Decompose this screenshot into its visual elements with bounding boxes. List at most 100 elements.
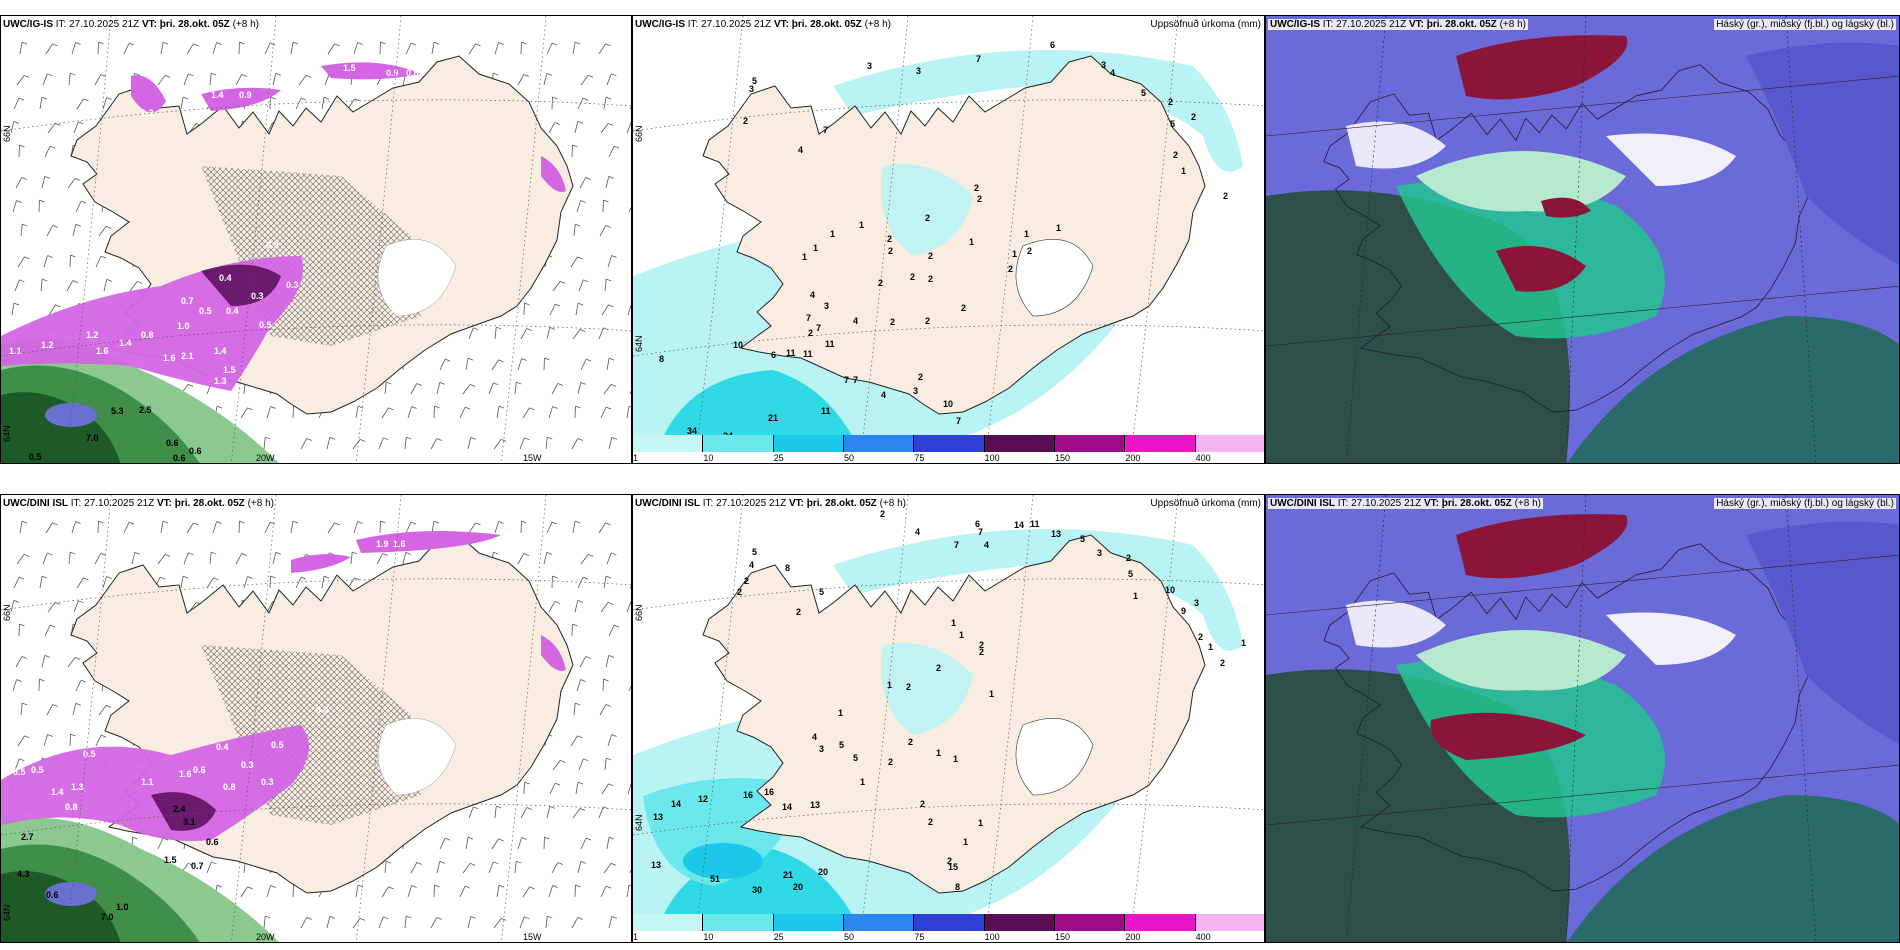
wind-barb-tick bbox=[577, 256, 583, 260]
snow-strip-north bbox=[356, 531, 501, 553]
accum-value-label: 1 bbox=[813, 243, 818, 253]
wind-barb bbox=[43, 734, 48, 747]
grid-line bbox=[1266, 764, 1899, 826]
precip-value-label: 1.5 bbox=[164, 855, 177, 865]
precip-north-arc bbox=[833, 50, 1243, 172]
wind-barb bbox=[606, 358, 610, 371]
map-canvas[interactable]: 0.5 0.51.4 1.30.81.11.6 0.60.80.40.30.30.50… bbox=[1, 495, 632, 943]
wind-barb-tick bbox=[21, 177, 27, 180]
accum-value-label: 3 bbox=[824, 301, 829, 311]
wind-barb-tick bbox=[608, 304, 614, 308]
wind-barb bbox=[576, 200, 581, 213]
accum-value-label: 2 bbox=[744, 576, 749, 586]
wind-barb bbox=[264, 42, 271, 55]
wind-barb bbox=[235, 553, 243, 565]
accum-value-label: 4 bbox=[798, 145, 803, 155]
wind-barb-tick bbox=[587, 553, 594, 557]
wind-barb bbox=[551, 862, 559, 874]
wind-barb bbox=[300, 438, 308, 450]
wind-barb-tick bbox=[323, 575, 330, 579]
wind-barb bbox=[355, 406, 359, 419]
wind-barb bbox=[407, 406, 412, 419]
wind-barb-tick bbox=[270, 96, 276, 100]
cloud-low-dark-se bbox=[1567, 795, 1899, 942]
wind-barb-tick bbox=[574, 41, 581, 45]
wind-barb-tick bbox=[546, 72, 552, 76]
valid-prefix: VT: bbox=[773, 19, 789, 30]
wind-barb-tick bbox=[605, 885, 612, 889]
accum-value-label: 11 bbox=[803, 349, 813, 359]
wind-barb-tick bbox=[239, 520, 245, 524]
wind-barb bbox=[11, 303, 15, 316]
wind-barb-tick bbox=[521, 837, 527, 840]
wind-barb-tick bbox=[524, 302, 530, 306]
wind-barb-tick bbox=[585, 358, 592, 362]
wind-barb-tick bbox=[357, 521, 363, 524]
accum-value-label: 11 bbox=[825, 339, 835, 349]
precip-value-label: 0.5 bbox=[199, 306, 212, 316]
accum-value-label: 2 bbox=[910, 272, 915, 282]
wind-barb-tick bbox=[628, 884, 631, 887]
wind-barb bbox=[574, 600, 579, 613]
wind-barb-tick bbox=[433, 520, 440, 524]
wind-barb-tick bbox=[554, 122, 560, 125]
wind-barb-tick bbox=[611, 915, 617, 919]
wind-barb-tick bbox=[498, 359, 504, 363]
wind-barb-tick bbox=[70, 551, 76, 555]
wind-barb-tick bbox=[469, 862, 476, 866]
wind-barb bbox=[43, 255, 48, 268]
wind-barb-tick bbox=[39, 199, 45, 203]
accum-value-label: 7 bbox=[816, 323, 821, 333]
wind-barb-tick bbox=[106, 278, 112, 282]
map-canvas[interactable] bbox=[1266, 495, 1900, 943]
wind-barb bbox=[44, 624, 51, 637]
lead-time: (+8 h) bbox=[232, 19, 259, 30]
accum-value-label: 1 bbox=[959, 630, 964, 640]
wind-barb-tick bbox=[523, 553, 529, 556]
accum-value-label: 3 bbox=[1101, 60, 1106, 70]
wind-barb-tick bbox=[607, 122, 614, 126]
wind-barb-tick bbox=[611, 436, 617, 440]
wind-barb bbox=[549, 782, 556, 795]
wind-barb-tick bbox=[105, 225, 112, 229]
wind-barb-tick bbox=[41, 96, 48, 100]
wind-barb bbox=[42, 73, 48, 86]
wind-barb-tick bbox=[579, 328, 586, 332]
wind-barb bbox=[15, 656, 23, 668]
wind-barb bbox=[514, 382, 517, 395]
wind-barb bbox=[73, 121, 79, 134]
precip-value-label: 1.4 bbox=[214, 346, 227, 356]
wind-barb bbox=[599, 225, 607, 237]
wind-barb-tick bbox=[470, 436, 476, 440]
precip-value-label: 1.1 bbox=[141, 777, 154, 787]
wind-barb-tick bbox=[547, 915, 553, 919]
wind-barb bbox=[494, 521, 499, 534]
map-canvas[interactable] bbox=[1266, 16, 1900, 464]
legend-tick-label: 400 bbox=[1195, 453, 1211, 463]
accum-value-label: 2 bbox=[908, 737, 913, 747]
wind-barb bbox=[543, 552, 548, 565]
map-canvas[interactable]: 1.11.21.21.61.40.81.01.6 2.1 1.41.51.30.7 0… bbox=[1, 16, 632, 464]
wind-barb-tick bbox=[239, 41, 245, 45]
panel-header: UWC/IG-IS IT: 27.10.2025 21Z VT: þri. 28… bbox=[3, 19, 259, 30]
accum-value-label: 8 bbox=[785, 563, 790, 573]
map-panel-cloud-cover-igis: UWC/IG-IS IT: 27.10.2025 21Z VT: þri. 28… bbox=[1265, 15, 1900, 464]
snow-strip-north bbox=[201, 87, 281, 111]
wind-barb bbox=[603, 863, 612, 874]
wind-barb-tick bbox=[265, 915, 271, 919]
accum-value-label: 2 bbox=[1220, 658, 1225, 668]
wind-barb bbox=[68, 552, 71, 565]
accum-value-label: 11 bbox=[786, 348, 796, 358]
wind-barb-tick bbox=[247, 886, 253, 890]
meridian-line bbox=[230, 495, 277, 942]
wind-barb-tick bbox=[608, 783, 614, 787]
wind-barb-tick bbox=[22, 223, 28, 227]
clear-sky-patch-west bbox=[1346, 121, 1446, 169]
accum-value-label: 3 bbox=[1194, 598, 1199, 608]
wind-barb bbox=[468, 522, 476, 534]
wind-barb bbox=[160, 42, 164, 55]
map-panel-precip-accum-dini: UWC/DINI ISL IT: 27.10.2025 21Z VT: þri.… bbox=[632, 494, 1265, 943]
iceland-outline bbox=[1323, 64, 1812, 413]
